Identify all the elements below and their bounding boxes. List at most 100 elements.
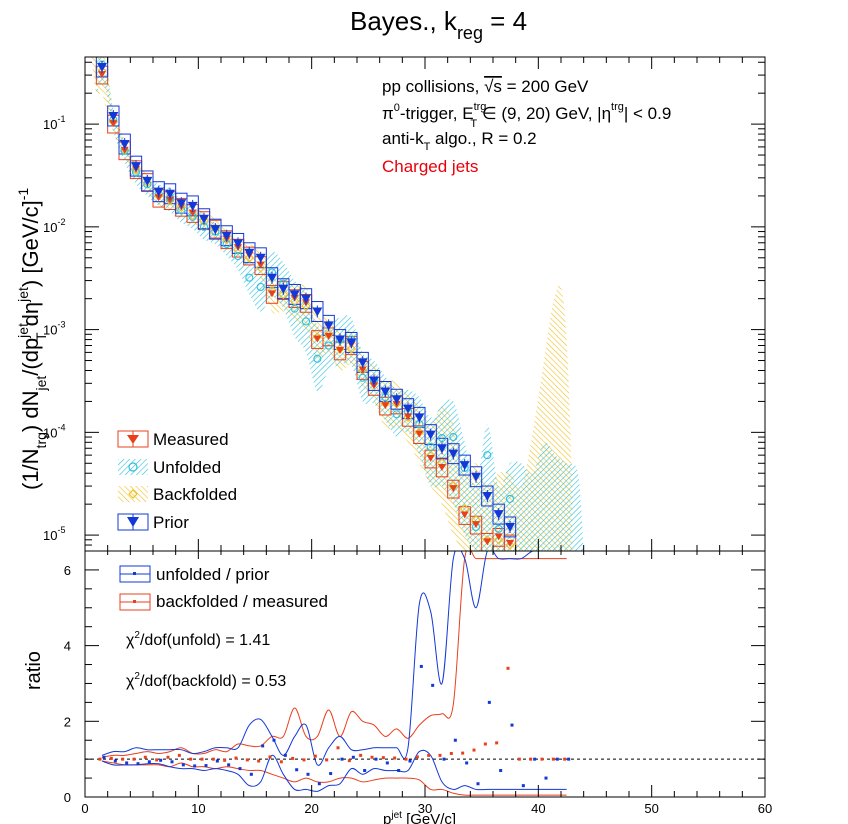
- unfolded-ratio-point: [555, 757, 559, 761]
- chi2-backfold: χ2/dof(backfold) = 0.53: [126, 671, 286, 690]
- backfolded-point: [301, 301, 311, 311]
- backfolded-ratio-point: [472, 748, 476, 752]
- bottom-ytick-label: 2: [64, 714, 71, 729]
- measured-point: [268, 290, 276, 298]
- unfolded-ratio-point: [340, 757, 344, 761]
- unfolded-ratio-point: [283, 753, 287, 757]
- backfolded-ratio-point: [370, 755, 374, 759]
- measured-point: [324, 332, 333, 340]
- backfolded-ratio-point: [427, 753, 431, 757]
- legend-item-backfolded-measured: backfolded / measured: [119, 592, 328, 611]
- backfolded-ratio-point: [483, 742, 487, 746]
- backfolded-marker-icon: [128, 489, 138, 499]
- backfolded-point: [131, 164, 141, 175]
- measured-point: [256, 261, 265, 269]
- backfolded-ratio-point: [517, 757, 521, 761]
- unfolded-point: [449, 432, 458, 442]
- unfolded-ratio-point: [419, 664, 423, 668]
- top-ytick-label: 10-5: [43, 525, 65, 543]
- backfolded-ratio-point: [393, 756, 397, 760]
- svg-text:backfolded / measured: backfolded / measured: [156, 592, 328, 611]
- backfolded-ratio-point: [211, 757, 215, 761]
- measured-syst-box: [503, 534, 517, 551]
- legend-item-unfolded-prior: unfolded / prior: [119, 565, 270, 584]
- title-main: Bayes., k: [350, 6, 458, 36]
- measured-point: [166, 196, 174, 204]
- unfolded-ratio-point: [317, 782, 321, 786]
- unfolded-ratio-point: [397, 769, 401, 773]
- bottom-ytick-label: 6: [64, 563, 71, 578]
- backfolded-ratio-point: [506, 666, 510, 670]
- annotation-trigger: π0-trigger, Etrg T ∈ (9, 20) GeV, |ηtrg| …: [382, 101, 671, 130]
- measured-point: [426, 455, 435, 463]
- x-tick-label: 50: [644, 801, 658, 816]
- unfolded-ratio-point: [510, 723, 514, 727]
- backfolded-ratio-point: [336, 746, 340, 750]
- backfolded-ratio-point: [302, 758, 306, 762]
- prior-syst-box: [492, 503, 505, 525]
- title-tail: = 4: [483, 6, 527, 36]
- measured-marker-icon: [127, 435, 139, 444]
- backfolded-ratio-band-upper: [101, 551, 567, 758]
- unfolded-point: [358, 373, 367, 382]
- top-panel: 10-5 10-4 10-3 10-2 10-1 (1/Ntrg) dNjet/(dpj…: [15, 56, 766, 552]
- measured-point: [415, 430, 424, 438]
- backfolded-ratio-point: [359, 753, 363, 757]
- backfolded-ratio-point: [449, 751, 453, 755]
- unfolded-marker-icon: [128, 462, 138, 472]
- unfolded-point: [483, 451, 492, 460]
- backfolded-ratio-point: [415, 755, 419, 759]
- backfolded-ratio-point: [143, 755, 147, 759]
- prior-syst-box: [141, 170, 154, 192]
- backfolded-ratio-point: [347, 759, 351, 763]
- backfolded-ratio-point: [132, 757, 136, 761]
- unfolded-ratio-point: [181, 763, 185, 767]
- bottom-legend: unfolded / prior backfolded / measured: [119, 565, 328, 611]
- x-tick-label: 60: [758, 801, 772, 816]
- backfolded-ratio-point: [551, 757, 555, 761]
- svg-text:Prior: Prior: [153, 513, 189, 532]
- measured-syst-box: [447, 479, 460, 499]
- unfolded-point: [324, 341, 333, 350]
- x-tick-label: 20: [304, 801, 318, 816]
- measured-point: [120, 146, 129, 154]
- measured-point: [336, 346, 344, 354]
- backfolded-ratio-point: [325, 758, 329, 762]
- title-sub: reg: [457, 23, 483, 43]
- unfolded-ratio-point: [227, 763, 231, 767]
- backfolded-ratio-point: [495, 741, 499, 745]
- backfolded-point: [346, 344, 357, 354]
- unfolded-ratio-point: [102, 755, 106, 759]
- bottom-ytick-label: 4: [64, 639, 71, 654]
- measured-point: [449, 485, 458, 493]
- backfolded-band: [91, 57, 573, 551]
- x-tick-label: 10: [191, 801, 205, 816]
- unfolded-ratio-point: [476, 782, 480, 786]
- backfolded-ratio-band-lower: [101, 760, 567, 796]
- measured-point: [404, 413, 412, 421]
- prior-marker-icon: [127, 517, 139, 527]
- x-tick-label: 0: [81, 801, 88, 816]
- measured-point: [154, 194, 163, 202]
- unfolded-ratio-point: [295, 768, 299, 772]
- annotation-collisions: pp collisions, √s = 200 GeV: [382, 77, 589, 96]
- prior-syst-box: [458, 454, 471, 476]
- unfolded-ratio-point: [533, 757, 537, 761]
- measured-point: [381, 402, 390, 410]
- backfolded-point: [244, 253, 255, 263]
- unfolded-ratio-point: [374, 757, 378, 761]
- chi2-unfold: χ2/dof(unfold) = 1.41: [126, 630, 270, 649]
- unfolded-point: [233, 251, 243, 261]
- x-tick-label: 40: [531, 801, 545, 816]
- measured-point: [358, 366, 367, 374]
- measured-point: [313, 335, 322, 343]
- top-ylabel: (1/Ntrg) dNjet/(dpjet T dηjet) [GeV/c]-1: [15, 188, 49, 490]
- backfolded-ratio-point: [279, 760, 283, 764]
- legend-item-backfolded: Backfolded: [118, 485, 237, 504]
- unfolded-point: [426, 442, 435, 452]
- unfolded-ratio-point: [351, 755, 355, 759]
- backfolded-ratio-point: [540, 757, 544, 761]
- x-axis-label: pjet [GeV/c]: [383, 810, 456, 824]
- measured-point: [460, 511, 469, 519]
